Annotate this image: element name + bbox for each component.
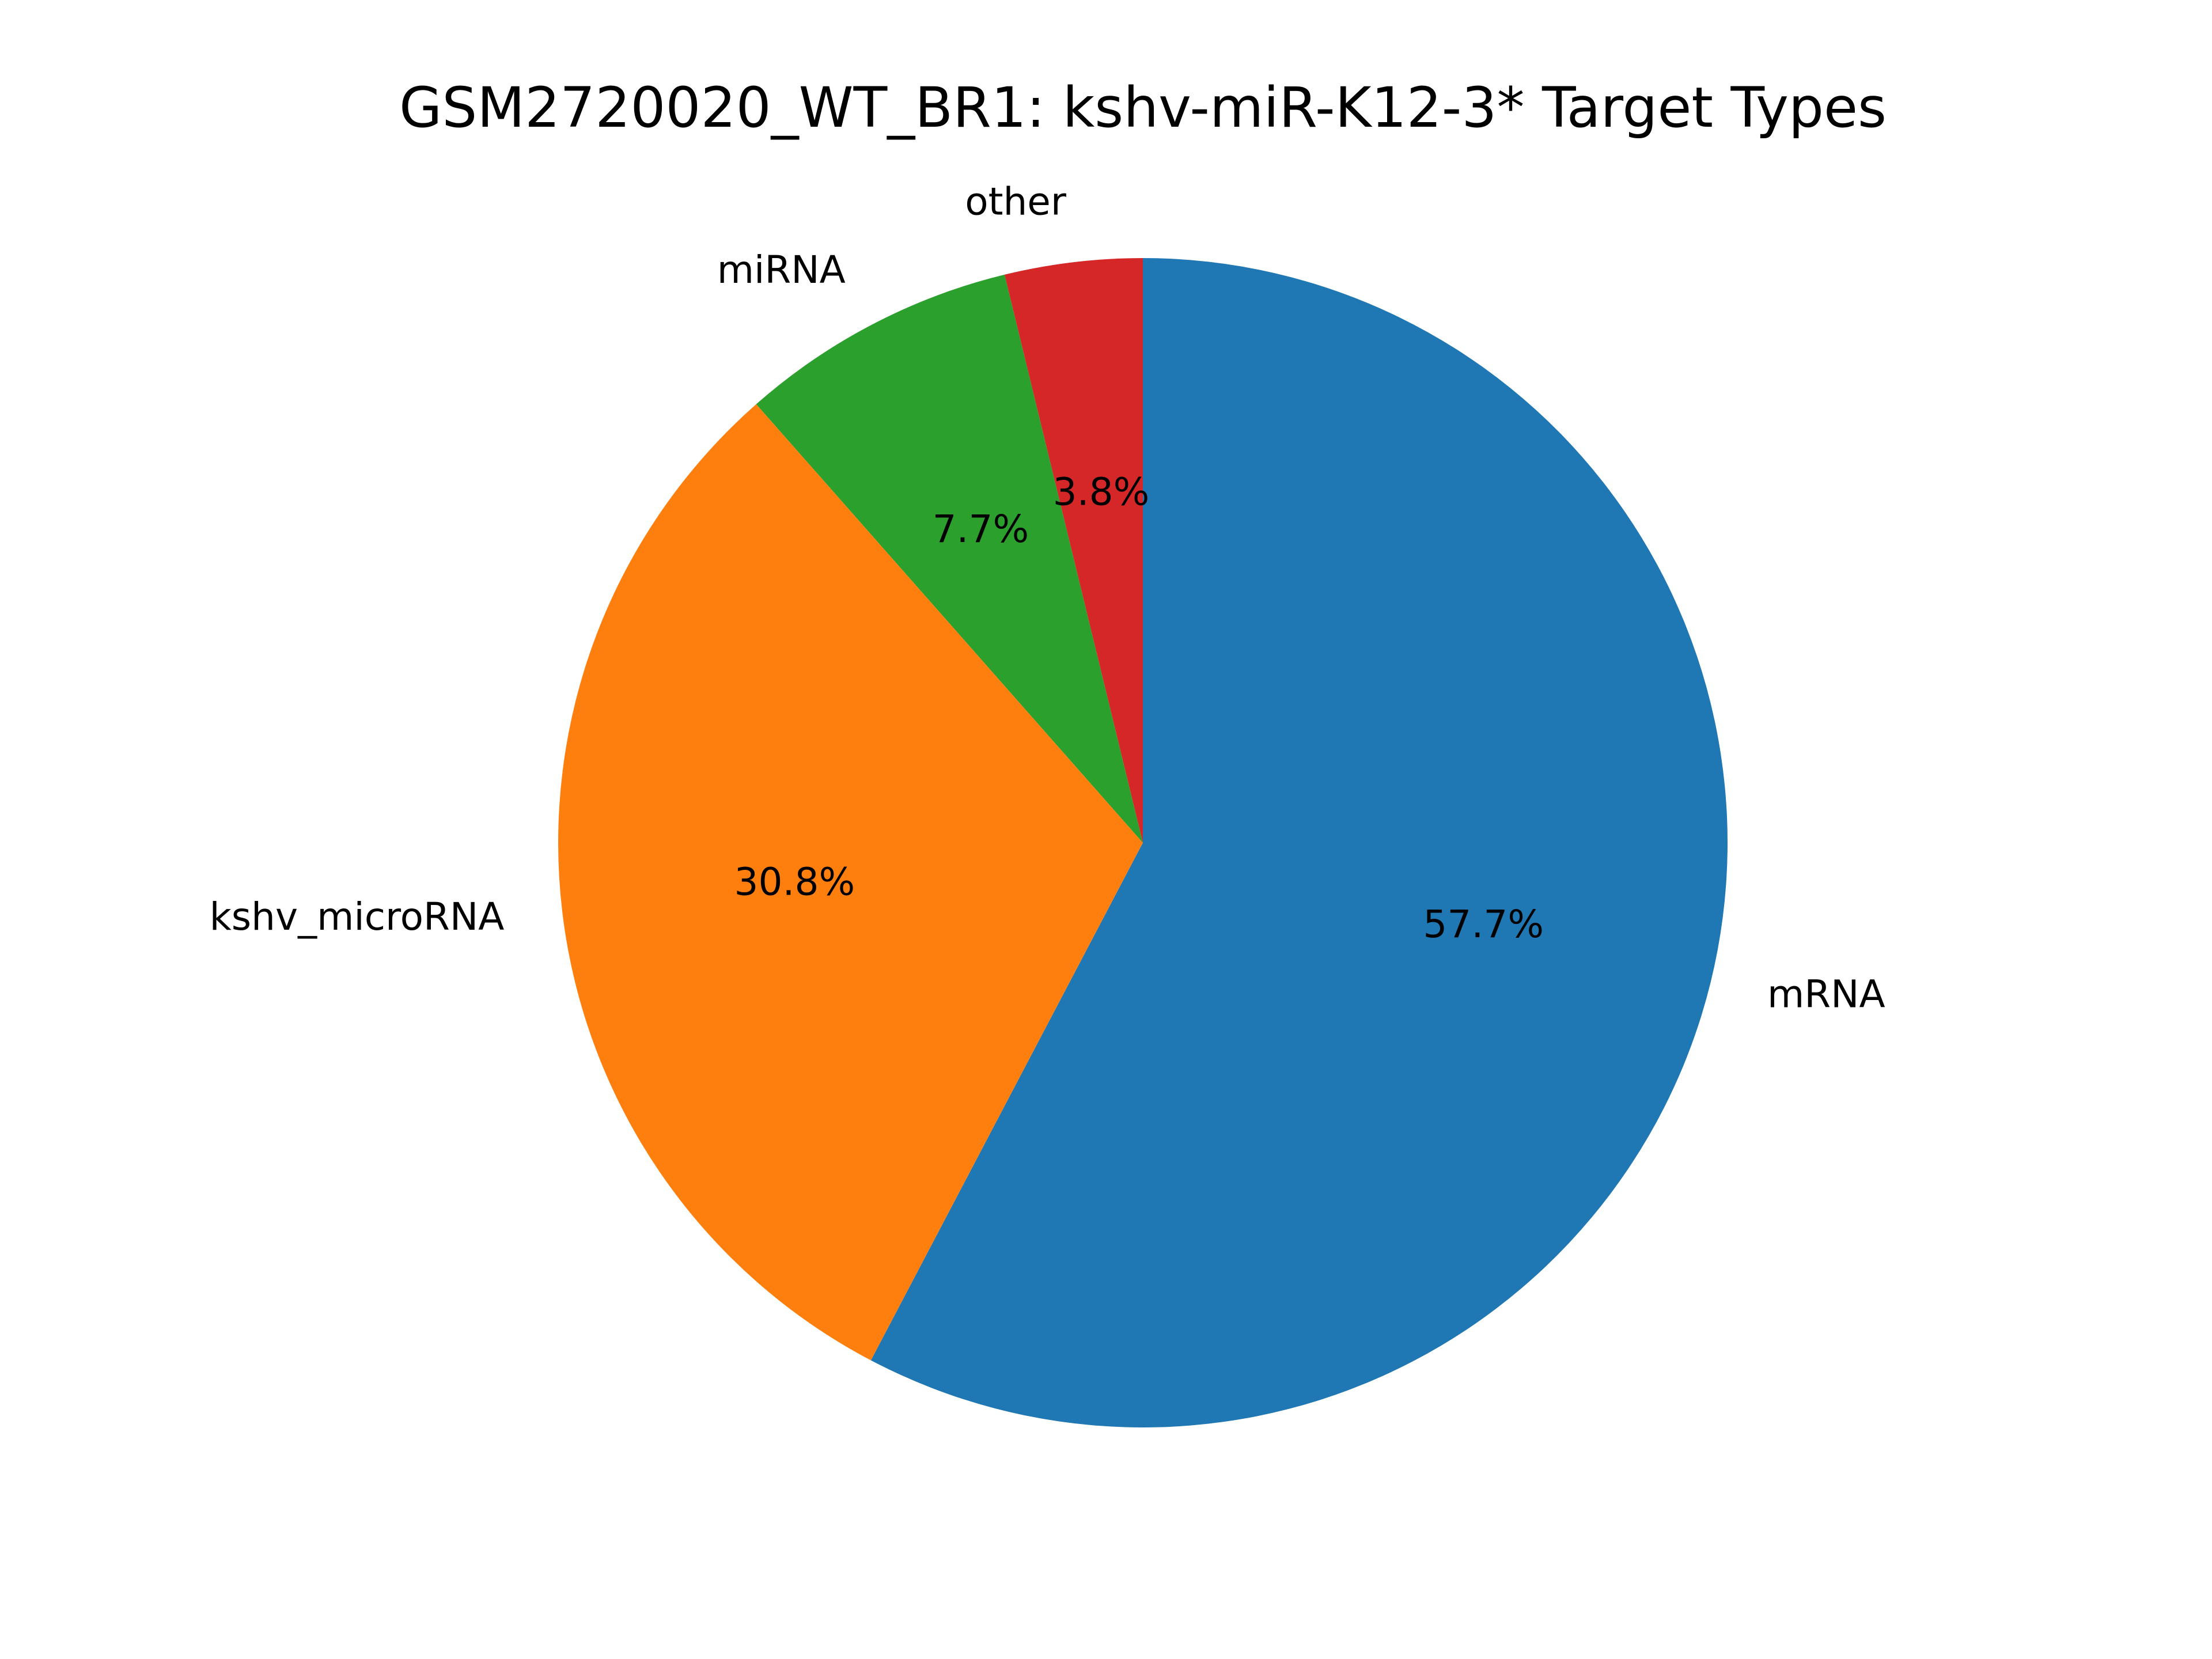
chart-title: GSM2720020_WT_BR1: kshv-miR-K12-3* Targe… [399, 75, 1887, 140]
slice-label-other: other [965, 180, 1067, 224]
pie-slice-other [1004, 258, 1143, 843]
pie-labels: mRNA 57.7% kshv_microRNA 30.8% miRNA 7.7% othe… [210, 180, 1885, 1017]
pie-slice-mrna [870, 258, 1728, 1428]
pie-slice-mirna [756, 274, 1143, 843]
slice-label-mrna: mRNA [1767, 972, 1885, 1017]
slice-label-kshv-microrna: kshv_microRNA [210, 895, 505, 939]
slice-label-mirna: miRNA [717, 248, 846, 292]
slice-percent-kshv-microrna: 30.8% [734, 860, 855, 904]
pie-slice-kshv-microrna [558, 404, 1143, 1361]
pie-slices [558, 258, 1728, 1428]
slice-percent-other: 3.8% [1053, 469, 1150, 514]
slice-percent-mrna: 57.7% [1423, 902, 1544, 946]
slice-percent-mirna: 7.7% [933, 507, 1029, 551]
